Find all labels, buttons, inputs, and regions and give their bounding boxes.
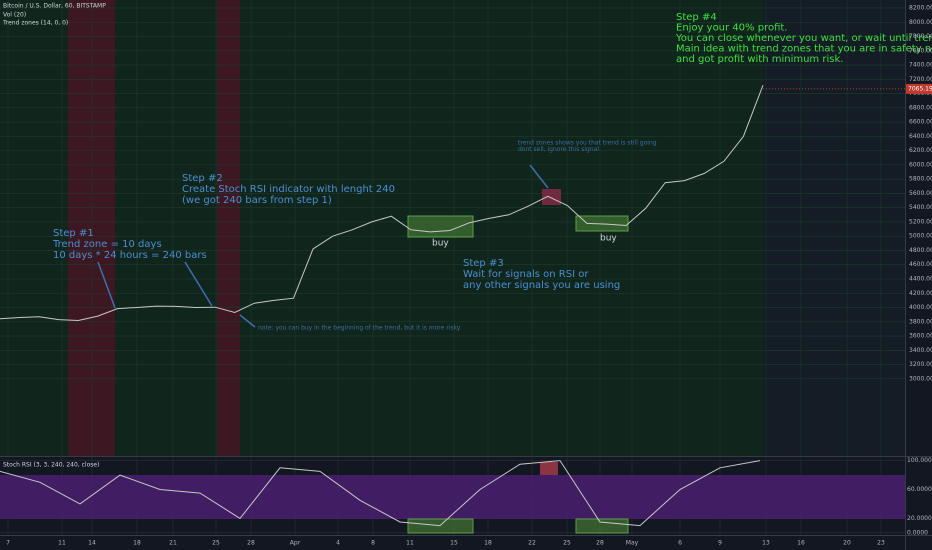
time-tick-label: 28 xyxy=(247,540,255,547)
symbol: Bitcoin / U.S. Dollar, 60, BITSTAMP xyxy=(3,3,106,10)
arrow xyxy=(184,261,213,307)
price-tick-label: 4800.00 xyxy=(909,247,932,254)
arrow xyxy=(97,261,116,309)
rsi-label: Stoch RSI (3, 3, 240, 240, close) xyxy=(3,462,99,469)
price-tick-label: 4600.00 xyxy=(909,261,932,268)
price-tick-label: 5600.00 xyxy=(909,190,932,197)
price-tick-label: 5200.00 xyxy=(909,218,932,225)
time-tick-label: 6 xyxy=(678,540,682,547)
annotation: Main idea with trend zones that you are … xyxy=(676,44,932,55)
time-tick-label: 9 xyxy=(718,540,722,547)
price-tick-label: 5000.00 xyxy=(909,233,932,240)
last-price-tag xyxy=(906,83,932,94)
time-tick-label: 11 xyxy=(58,540,66,547)
buy-box xyxy=(407,215,474,238)
time-tick-label: 18 xyxy=(484,540,492,547)
time-tick-label: 16 xyxy=(797,540,805,547)
rsi-buy-box xyxy=(575,518,629,534)
annotation: (we got 240 bars from step 1) xyxy=(182,195,332,206)
price-tick-label: 8000.00 xyxy=(909,19,932,26)
note: note: you can buy in the beginning of th… xyxy=(258,325,461,332)
time-tick-label: 13 xyxy=(762,540,770,547)
rsi_chart-line xyxy=(0,460,761,527)
time-tick-label: 28 xyxy=(596,540,604,547)
annotation: Step #3 xyxy=(463,258,504,269)
time-tick-label: 21 xyxy=(169,540,177,547)
rsi-tick-label: 60.0000 xyxy=(907,486,932,493)
rsi-tick-label: 20.0000 xyxy=(907,515,932,522)
price-tick-label: 6000.00 xyxy=(909,161,932,168)
time-tick-label: 23 xyxy=(877,540,885,547)
annotation: 10 days * 24 hours = 240 bars xyxy=(53,250,207,261)
buy-label: buy xyxy=(600,234,617,244)
time-tick-label: Apr xyxy=(290,540,301,547)
time-tick-label: 25 xyxy=(212,540,220,547)
time-tick-label: 22 xyxy=(528,540,536,547)
price-tick-label: 3400.00 xyxy=(909,347,932,354)
volume-label: Vol (20) xyxy=(3,12,26,19)
time-tick-label: 14 xyxy=(88,540,96,547)
arrows xyxy=(97,164,549,328)
rsi-signal-box xyxy=(540,462,558,475)
price-tick-label: 3800.00 xyxy=(909,318,932,325)
rsi-tick-label: 0.0000 xyxy=(907,529,928,536)
arrow xyxy=(529,164,549,189)
price-tick-label: 3000.00 xyxy=(909,375,932,382)
price-tick-label: 3600.00 xyxy=(909,333,932,340)
price-tick-label: 4000.00 xyxy=(909,304,932,311)
annotation: Step #1 xyxy=(53,228,94,239)
price-tick-label: 7600.00 xyxy=(909,47,932,54)
arrow xyxy=(239,314,256,328)
time-tick-label: 20 xyxy=(843,540,851,547)
indicator-label: Trend zones (14, 0, 0) xyxy=(2,20,68,27)
time-tick-label: 7 xyxy=(6,540,10,547)
rsi-tick-label: 100.0000 xyxy=(907,457,932,464)
time-tick-label: 15 xyxy=(450,540,458,547)
price-tick-label: 6600.00 xyxy=(909,119,932,126)
annotation: Create Stoch RSI indicator with lenght 2… xyxy=(182,184,395,195)
annotation: Step #4 xyxy=(676,12,717,23)
annotation: Wait for signals on RSI or xyxy=(463,269,589,280)
price-tick-label: 5800.00 xyxy=(909,176,932,183)
buy-label: buy xyxy=(432,239,449,249)
price-tick-label: 4400.00 xyxy=(909,275,932,282)
price-tick-label: 5400.00 xyxy=(909,204,932,211)
time-tick-label: 25 xyxy=(563,540,571,547)
last-price-label: 7065.19 xyxy=(908,85,932,92)
price-tick-label: 8200.00 xyxy=(909,4,932,11)
price_chart-line xyxy=(0,85,764,322)
time-tick-label: 4 xyxy=(336,540,340,547)
time-tick-label: 11 xyxy=(406,540,414,547)
annotation: dont sell, ignore this signal xyxy=(518,146,599,153)
time-tick-label: May xyxy=(626,540,639,547)
time-tick-label: 8 xyxy=(371,540,375,547)
annotation: Trend zone = 10 days xyxy=(52,239,162,250)
price-tick-label: 7800.00 xyxy=(909,33,932,40)
annotation: You can close whenever you want, or wait… xyxy=(675,33,932,44)
price-tick-label: 6800.00 xyxy=(909,104,932,111)
time-tick-label: 18 xyxy=(133,540,141,547)
annotation: trend zones shows you that trend is stil… xyxy=(518,140,657,147)
price-tick-label: 7200.00 xyxy=(909,76,932,83)
price-tick-label: 4200.00 xyxy=(909,290,932,297)
signal-box xyxy=(542,189,561,205)
rsi-buy-box xyxy=(407,518,474,534)
rsi-band xyxy=(0,475,905,519)
price-tick-label: 7400.00 xyxy=(909,62,932,69)
annotation: Enjoy your 40% profit. xyxy=(676,23,787,34)
trend-zone-red xyxy=(217,0,240,456)
price-tick-label: 6200.00 xyxy=(909,147,932,154)
annotation: Step #2 xyxy=(182,173,223,184)
price-tick-label: 6400.00 xyxy=(909,133,932,140)
trend-zone-red xyxy=(68,0,115,456)
annotation: and got profit with minimum risk. xyxy=(676,54,843,65)
post-zone xyxy=(763,0,905,456)
annotation: any other signals you are using xyxy=(463,280,620,291)
price-tick-label: 3200.00 xyxy=(909,361,932,368)
